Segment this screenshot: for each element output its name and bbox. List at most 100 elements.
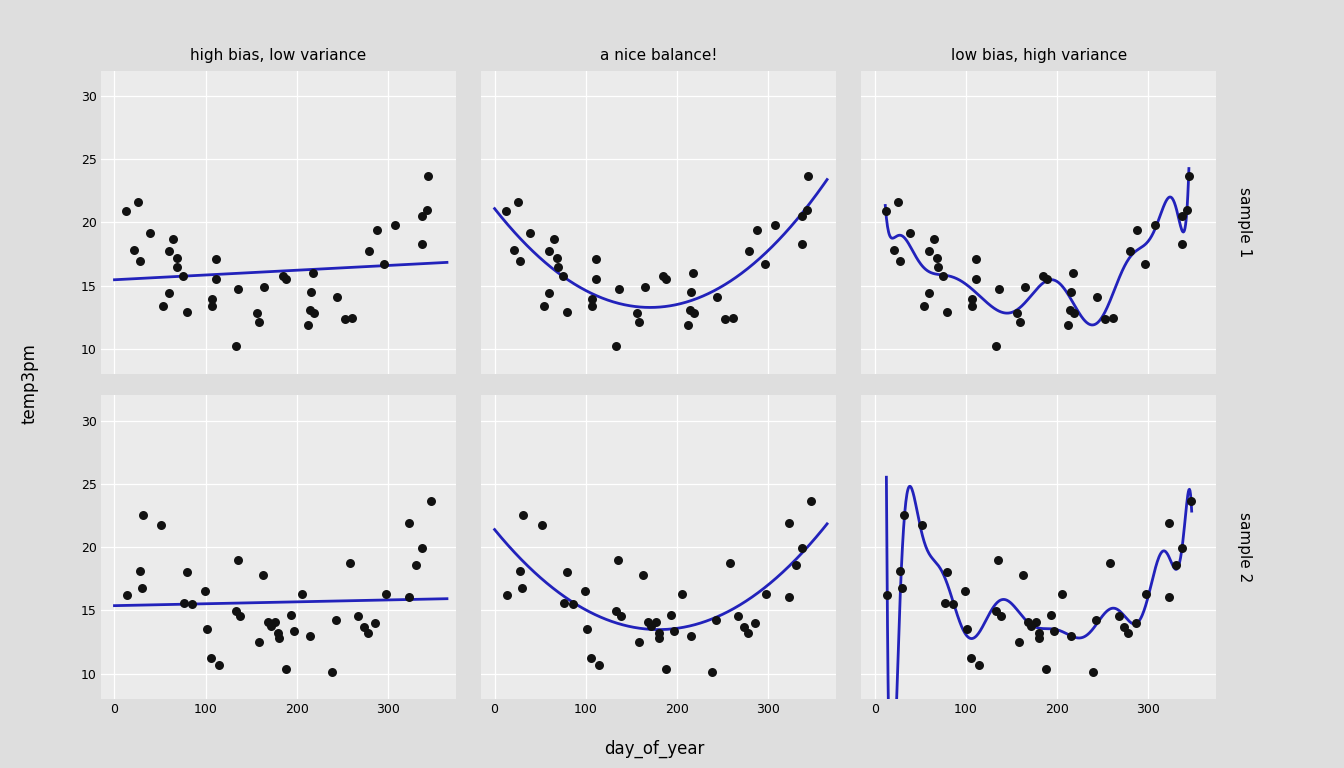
- Point: [634, 280, 656, 293]
- Point: [398, 517, 419, 529]
- Point: [124, 244, 145, 257]
- Point: [276, 273, 297, 285]
- Point: [132, 582, 153, 594]
- Point: [965, 273, 986, 285]
- Point: [923, 233, 945, 246]
- Point: [206, 273, 227, 285]
- Point: [538, 244, 559, 257]
- Point: [405, 559, 426, 571]
- Point: [335, 313, 356, 325]
- Point: [683, 267, 704, 280]
- Point: [496, 589, 517, 601]
- Point: [648, 627, 669, 639]
- Point: [284, 625, 305, 637]
- Point: [581, 652, 602, 664]
- Point: [1118, 245, 1140, 257]
- Point: [556, 306, 578, 318]
- Point: [641, 620, 663, 632]
- Point: [358, 627, 379, 639]
- Point: [176, 566, 198, 578]
- Point: [1025, 616, 1047, 628]
- Point: [934, 597, 956, 609]
- Point: [302, 267, 324, 280]
- Point: [737, 627, 758, 639]
- Point: [656, 663, 677, 675]
- Point: [364, 617, 386, 630]
- Point: [1107, 610, 1129, 622]
- Point: [206, 253, 227, 265]
- Point: [1060, 286, 1082, 298]
- Point: [202, 293, 223, 306]
- Point: [290, 588, 312, 601]
- Point: [671, 588, 692, 601]
- Point: [745, 617, 766, 630]
- Point: [532, 300, 554, 312]
- Point: [961, 652, 982, 664]
- Point: [339, 557, 360, 569]
- Point: [926, 252, 948, 264]
- Point: [227, 283, 249, 295]
- Text: low bias, high variance: low bias, high variance: [950, 48, 1126, 63]
- Point: [159, 244, 180, 257]
- Point: [208, 659, 230, 671]
- Point: [265, 616, 286, 628]
- Point: [792, 237, 813, 250]
- Point: [1058, 319, 1079, 331]
- Point: [163, 233, 184, 246]
- Point: [1040, 609, 1062, 621]
- Point: [374, 258, 395, 270]
- Point: [353, 621, 375, 633]
- Point: [520, 227, 542, 239]
- Point: [589, 659, 610, 671]
- Point: [254, 280, 276, 293]
- Point: [167, 260, 188, 273]
- Point: [304, 307, 325, 319]
- Point: [648, 632, 669, 644]
- Point: [875, 205, 896, 217]
- Point: [267, 627, 289, 639]
- Point: [607, 283, 629, 295]
- Point: [1094, 313, 1116, 325]
- Point: [574, 585, 595, 598]
- Point: [1085, 614, 1106, 626]
- Point: [911, 519, 933, 531]
- Point: [679, 303, 700, 316]
- Point: [890, 255, 911, 267]
- Point: [300, 303, 321, 316]
- Point: [918, 244, 939, 257]
- Point: [586, 253, 607, 265]
- Point: [1172, 237, 1193, 250]
- Point: [927, 260, 949, 273]
- Point: [554, 597, 575, 609]
- Point: [246, 307, 267, 319]
- Point: [899, 227, 921, 239]
- Point: [680, 630, 702, 642]
- Point: [891, 582, 913, 594]
- Point: [300, 630, 321, 642]
- Point: [531, 519, 552, 531]
- Point: [509, 564, 531, 577]
- Point: [321, 666, 343, 678]
- Point: [605, 604, 626, 617]
- Point: [1009, 316, 1031, 328]
- Point: [297, 319, 319, 331]
- Point: [375, 588, 396, 600]
- Point: [965, 253, 986, 265]
- Point: [796, 204, 817, 217]
- Point: [249, 636, 270, 648]
- Point: [173, 597, 195, 609]
- Point: [1062, 267, 1083, 280]
- Text: sample 2: sample 2: [1236, 512, 1253, 582]
- Point: [629, 316, 650, 328]
- Point: [727, 610, 749, 622]
- Point: [610, 610, 632, 622]
- Point: [707, 291, 728, 303]
- Point: [660, 609, 681, 621]
- Point: [562, 598, 583, 611]
- Point: [577, 623, 598, 635]
- Point: [1102, 311, 1124, 323]
- Point: [172, 270, 194, 282]
- Point: [942, 598, 964, 611]
- Point: [739, 245, 761, 257]
- Point: [280, 609, 301, 621]
